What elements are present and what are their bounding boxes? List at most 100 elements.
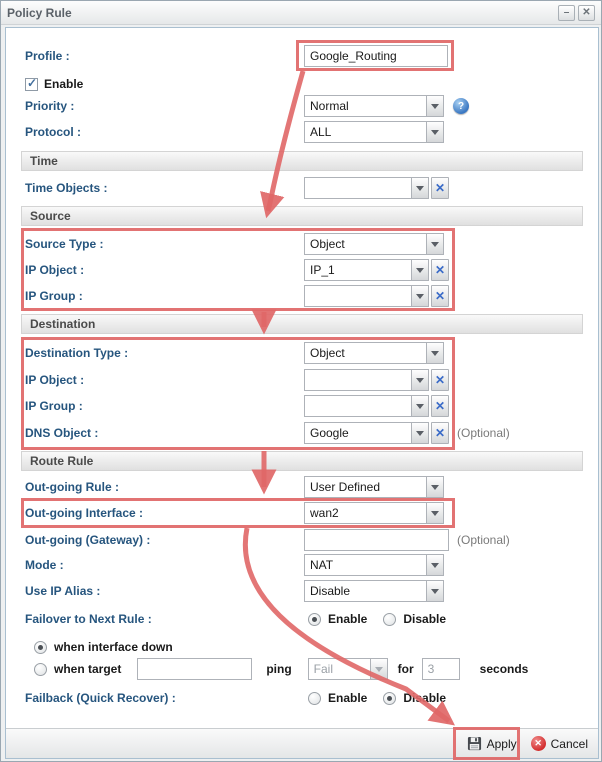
profile-row: Profile : — [1, 45, 601, 67]
failback-enable-radio[interactable] — [308, 691, 321, 705]
time-objects-row: Time Objects : — [1, 177, 601, 199]
optional-hint: (Optional) — [457, 533, 510, 547]
target-ip-input[interactable] — [137, 658, 253, 680]
when-target-radio[interactable] — [34, 662, 47, 676]
chevron-down-icon[interactable] — [411, 396, 428, 416]
failover-disable-label: Disable — [403, 612, 447, 626]
chevron-down-icon[interactable] — [411, 286, 428, 306]
chevron-down-icon[interactable] — [426, 122, 443, 142]
chevron-down-icon[interactable] — [426, 96, 443, 116]
ip-object-label: IP Object : — [25, 263, 85, 277]
outgoing-interface-label: Out-going Interface : — [25, 506, 143, 520]
mode-select[interactable]: NAT — [304, 554, 444, 576]
protocol-label: Protocol : — [25, 125, 81, 139]
chevron-down-icon[interactable] — [426, 555, 443, 575]
section-header-destination: Destination — [21, 314, 583, 334]
failover-disable-radio[interactable] — [383, 612, 397, 626]
when-interface-down-label: when interface down — [54, 640, 173, 654]
chevron-down-icon[interactable] — [426, 581, 443, 601]
when-target-label: when target — [54, 662, 122, 676]
outgoing-interface-row: Out-going Interface : wan2 — [1, 502, 601, 524]
outgoing-rule-row: Out-going Rule : User Defined — [1, 476, 601, 498]
cancel-button[interactable]: Cancel — [530, 736, 588, 751]
profile-input[interactable] — [304, 45, 448, 67]
help-icon[interactable] — [453, 98, 469, 114]
clear-icon[interactable] — [431, 285, 449, 307]
ping-label: ping — [266, 662, 292, 676]
clear-icon[interactable] — [431, 395, 449, 417]
priority-row: Priority : Normal — [1, 95, 601, 117]
when-target-row: when target ping Fail for seconds — [1, 658, 601, 680]
clear-icon[interactable] — [431, 259, 449, 281]
outgoing-gateway-label: Out-going (Gateway) : — [25, 533, 151, 547]
chevron-down-icon[interactable] — [411, 370, 428, 390]
source-ip-group-select[interactable] — [304, 285, 429, 307]
dest-ip-group-select[interactable] — [304, 395, 429, 417]
chevron-down-icon[interactable] — [426, 234, 443, 254]
chevron-down-icon[interactable] — [411, 423, 428, 443]
section-header-time: Time — [21, 151, 583, 171]
minimize-icon[interactable]: – — [558, 4, 575, 21]
failback-row: Failback (Quick Recover) : Enable Disabl… — [1, 687, 601, 709]
failback-label: Failback (Quick Recover) : — [25, 691, 176, 705]
apply-button[interactable]: Apply — [467, 736, 517, 751]
title-bar: Policy Rule – ✕ — [1, 1, 601, 25]
use-ip-alias-select[interactable]: Disable — [304, 580, 444, 602]
protocol-row: Protocol : ALL — [1, 121, 601, 143]
when-interface-down-row: when interface down — [1, 636, 601, 658]
use-ip-alias-label: Use IP Alias : — [25, 584, 101, 598]
seconds-input — [421, 658, 460, 680]
cancel-icon — [530, 736, 546, 751]
source-ip-object-select[interactable]: IP_1 — [304, 259, 429, 281]
failback-disable-label: Disable — [403, 691, 447, 705]
source-type-row: Source Type : Object — [1, 233, 601, 255]
ip-object-label: IP Object : — [25, 373, 85, 387]
chevron-down-icon[interactable] — [411, 260, 428, 280]
destination-type-select[interactable]: Object — [304, 342, 444, 364]
close-icon[interactable]: ✕ — [578, 4, 595, 21]
footer-toolbar: Apply Cancel — [6, 728, 598, 758]
priority-label: Priority : — [25, 99, 75, 113]
priority-select[interactable]: Normal — [304, 95, 444, 117]
ip-group-label: IP Group : — [25, 399, 83, 413]
enable-label: Enable — [44, 77, 84, 91]
enable-checkbox[interactable] — [25, 76, 38, 91]
chevron-down-icon[interactable] — [411, 178, 428, 198]
clear-icon[interactable] — [431, 369, 449, 391]
dest-ip-object-select[interactable] — [304, 369, 429, 391]
outgoing-gateway-row: Out-going (Gateway) : (Optional) — [1, 529, 601, 551]
source-ip-group-row: IP Group : — [1, 285, 601, 307]
chevron-down-icon[interactable] — [426, 343, 443, 363]
use-ip-alias-row: Use IP Alias : Disable — [1, 580, 601, 602]
save-icon — [467, 736, 481, 751]
dest-ip-group-row: IP Group : — [1, 395, 601, 417]
failover-enable-radio[interactable] — [308, 612, 321, 626]
section-header-source: Source — [21, 206, 583, 226]
source-ip-object-row: IP Object : IP_1 — [1, 259, 601, 281]
failback-enable-label: Enable — [328, 691, 368, 705]
for-label: for — [397, 662, 414, 676]
mode-label: Mode : — [25, 558, 64, 572]
protocol-select[interactable]: ALL — [304, 121, 444, 143]
failback-disable-radio[interactable] — [383, 691, 397, 705]
chevron-down-icon[interactable] — [426, 503, 443, 523]
dns-object-select[interactable]: Google — [304, 422, 429, 444]
when-interface-down-radio[interactable] — [34, 640, 47, 654]
outgoing-gateway-input[interactable] — [304, 529, 449, 551]
outgoing-rule-select[interactable]: User Defined — [304, 476, 444, 498]
time-objects-label: Time Objects : — [25, 181, 108, 195]
chevron-down-icon — [369, 659, 387, 679]
dialog-title: Policy Rule — [7, 5, 72, 20]
section-header-route-rule: Route Rule — [21, 451, 583, 471]
destination-type-label: Destination Type : — [25, 346, 129, 360]
dns-object-row: DNS Object : Google (Optional) — [1, 422, 601, 444]
dns-object-label: DNS Object : — [25, 426, 99, 440]
outgoing-interface-select[interactable]: wan2 — [304, 502, 444, 524]
chevron-down-icon[interactable] — [426, 477, 443, 497]
time-objects-select[interactable] — [304, 177, 429, 199]
clear-icon[interactable] — [431, 177, 449, 199]
clear-icon[interactable] — [431, 422, 449, 444]
source-type-select[interactable]: Object — [304, 233, 444, 255]
destination-type-row: Destination Type : Object — [1, 342, 601, 364]
